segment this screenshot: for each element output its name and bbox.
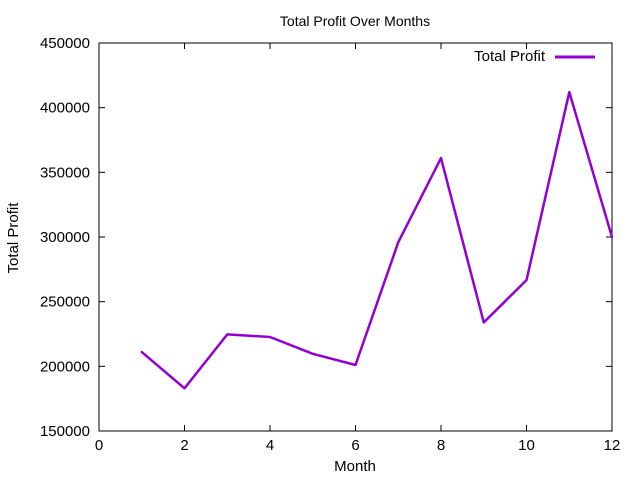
- series-line-total-profit: [140, 90, 614, 390]
- y-tick-label: 150000: [40, 423, 90, 440]
- axis-ticks: 150000 200000 250000 300000 350000 400000 4500…: [40, 35, 620, 454]
- y-tick-label: 250000: [40, 294, 90, 311]
- x-tick-label: 4: [266, 437, 274, 454]
- x-tick-label: 8: [437, 437, 445, 454]
- y-tick-label: 200000: [40, 358, 90, 375]
- y-tick-label: 350000: [40, 164, 90, 181]
- x-tick-label: 2: [180, 437, 188, 454]
- chart-title: Total Profit Over Months: [280, 13, 430, 29]
- y-axis-label: Total Profit: [5, 202, 22, 274]
- y-tick-label: 450000: [40, 35, 90, 52]
- x-tick-label: 6: [351, 437, 359, 454]
- y-tick-label: 300000: [40, 229, 90, 246]
- y-tick-label: 400000: [40, 100, 90, 117]
- x-axis-label: Month: [334, 458, 376, 475]
- legend: Total Profit: [474, 48, 595, 65]
- x-tick-label: 12: [604, 437, 621, 454]
- x-tick-label: 10: [518, 437, 535, 454]
- series-layer: [140, 90, 614, 390]
- legend-label-total-profit: Total Profit: [474, 48, 546, 65]
- x-tick-label: 0: [95, 437, 103, 454]
